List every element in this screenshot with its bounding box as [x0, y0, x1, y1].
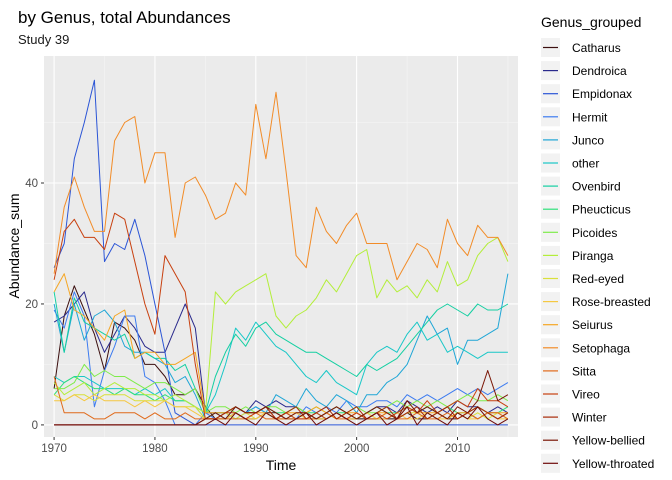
series-line-sitta — [53, 376, 509, 420]
legend-label-red-eyed: Red-eyed — [572, 272, 624, 286]
y-tick-label: 0 — [32, 420, 38, 432]
x-tick-label: 1990 — [243, 443, 269, 455]
series-line-piranga — [53, 236, 509, 414]
y-tick-label: 20 — [25, 299, 38, 311]
series-line-ovenbird — [53, 291, 509, 414]
legend-label-pheucticus: Pheucticus — [572, 203, 631, 217]
legend-label-other: other — [572, 157, 599, 171]
axis-ticks: 1970 1980 1990 2000 2010 0 20 40 — [25, 178, 470, 455]
series-line-picoides — [54, 363, 509, 414]
x-tick-label: 2010 — [445, 443, 471, 455]
series-line-setophaga — [53, 91, 509, 281]
legend-label-sitta: Sitta — [572, 364, 596, 378]
legend-label-dendroica: Dendroica — [572, 64, 627, 78]
legend-label-setophaga: Setophaga — [572, 341, 630, 355]
x-tick-label: 2000 — [344, 443, 370, 455]
y-axis-title: Abundance_sum — [6, 193, 22, 298]
x-tick-label: 1980 — [142, 443, 168, 455]
legend-label-ovenbird: Ovenbird — [572, 180, 621, 194]
legend-label-picoides: Picoides — [572, 226, 617, 240]
legend-title: Genus_grouped — [541, 14, 641, 30]
legend-label-rose-breasted: Rose-breasted — [572, 295, 651, 309]
chart-subtitle: Study 39 — [18, 32, 69, 47]
series-line-yellow-throated — [54, 406, 509, 426]
legend-label-hermit: Hermit — [572, 110, 608, 124]
x-axis-title: Time — [266, 457, 297, 473]
series-lines — [53, 79, 509, 426]
legend-label-vireo: Vireo — [572, 388, 600, 402]
legend-label-catharus: Catharus — [572, 41, 621, 55]
legend: Genus_grouped Catharus Dendroica Empidonax… — [541, 14, 654, 473]
y-tick-label: 40 — [25, 178, 38, 190]
legend-label-junco: Junco — [572, 133, 604, 147]
chart-title: by Genus, total Abundances — [18, 8, 231, 27]
series-line-empidonax — [53, 79, 508, 426]
series-line-junco — [53, 273, 509, 420]
legend-label-winter: Winter — [572, 411, 607, 425]
legend-label-seiurus: Seiurus — [572, 318, 613, 332]
legend-label-piranga: Piranga — [572, 249, 614, 263]
legend-label-empidonax: Empidonax — [572, 87, 632, 101]
x-tick-label: 1970 — [41, 443, 67, 455]
legend-label-yellow-throated: Yellow-throated — [572, 457, 654, 471]
legend-label-yellow-bellied: Yellow-bellied — [572, 434, 645, 448]
plot-panel — [44, 56, 518, 437]
